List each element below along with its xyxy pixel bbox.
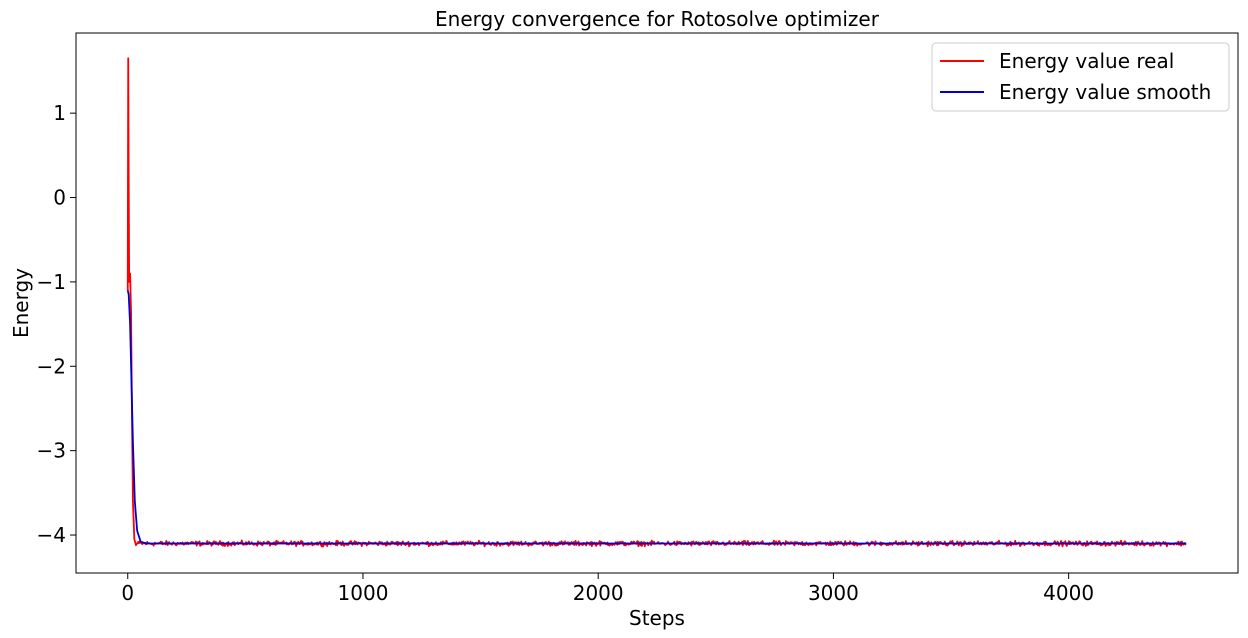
x-tick-label: 2000 [573,581,624,605]
x-axis-ticks: 0 1000 2000 3000 4000 [121,573,1094,605]
chart-title: Energy convergence for Rotosolve optimiz… [435,7,880,31]
plot-frame [75,32,1239,574]
y-tick-label: −3 [37,439,66,463]
legend-label-smooth: Energy value smooth [999,80,1211,104]
y-tick-label: −2 [37,354,66,378]
plot-area [76,33,1238,573]
y-axis-label: Energy [9,268,33,338]
y-tick-label: 0 [53,186,66,210]
legend: Energy value real Energy value smooth [931,42,1230,112]
x-tick-label: 4000 [1043,581,1094,605]
x-tick-label: 1000 [338,581,389,605]
series-line-smooth [126,290,1187,545]
y-tick-label: −4 [37,523,66,547]
legend-box [931,42,1230,112]
y-tick-label: −1 [37,270,66,294]
x-tick-label: 3000 [808,581,859,605]
series-layer [126,57,1187,548]
x-tick-label: 0 [121,581,134,605]
y-tick-label: 1 [53,101,66,125]
x-axis-label: Steps [629,606,685,630]
y-axis-ticks: 1 0 −1 −2 −3 −4 [37,101,76,547]
legend-label-real: Energy value real [999,49,1174,73]
